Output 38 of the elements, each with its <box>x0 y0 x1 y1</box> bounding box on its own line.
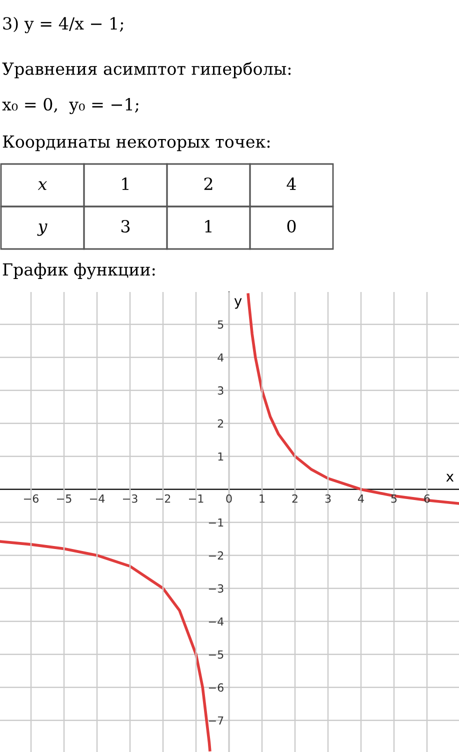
x-tick-label: −6 <box>24 494 39 503</box>
chart-title: 3) y = 4/x − 1; <box>3 16 124 34</box>
x-tick-label: 0 <box>226 494 232 503</box>
text: x <box>38 181 47 190</box>
text: 3 <box>121 220 130 233</box>
x-tick-label: −1 <box>188 494 204 503</box>
text: x₀ = 0, y₀ = −1; <box>2 98 138 114</box>
x-axis-title: x <box>446 474 454 482</box>
x-tick-label: −2 <box>156 494 170 503</box>
line-series <box>246 293 459 505</box>
text: y <box>37 223 48 236</box>
text: 4 <box>286 177 296 190</box>
y-tick-label: −6 <box>208 683 224 692</box>
x-tick-label: 4 <box>358 494 364 503</box>
text: 1 <box>122 177 128 190</box>
x-tick-label: 1 <box>260 494 265 503</box>
x-tick-label: 2 <box>292 494 298 503</box>
y-tick-label: −2 <box>208 551 224 560</box>
y-tick-label: −5 <box>208 650 224 659</box>
x-tick-label: 5 <box>391 494 397 503</box>
y-tick-label: −4 <box>208 617 224 626</box>
x-tick-label: −4 <box>90 494 105 503</box>
text: Координаты некоторых точек: <box>2 135 270 152</box>
text: Уравнения асимптот гиперболы: <box>2 62 291 78</box>
y-tick-label: −3 <box>208 584 224 593</box>
x-tick-label: 3 <box>325 494 331 503</box>
y-tick-label: 1 <box>218 452 224 461</box>
y-tick-label: 4 <box>218 353 224 362</box>
y-tick-label: −1 <box>208 518 224 527</box>
y-tick-label: 5 <box>218 320 224 329</box>
text: 0 <box>287 220 296 233</box>
x-tick-label: −3 <box>123 494 138 503</box>
y-axis-title: y <box>234 298 242 309</box>
x-tick-label: −5 <box>57 494 72 503</box>
y-tick-label: 2 <box>218 419 224 428</box>
y-tick-label: 3 <box>218 386 224 395</box>
text: График функции: <box>2 262 155 280</box>
y-tick-label: −7 <box>208 716 224 725</box>
